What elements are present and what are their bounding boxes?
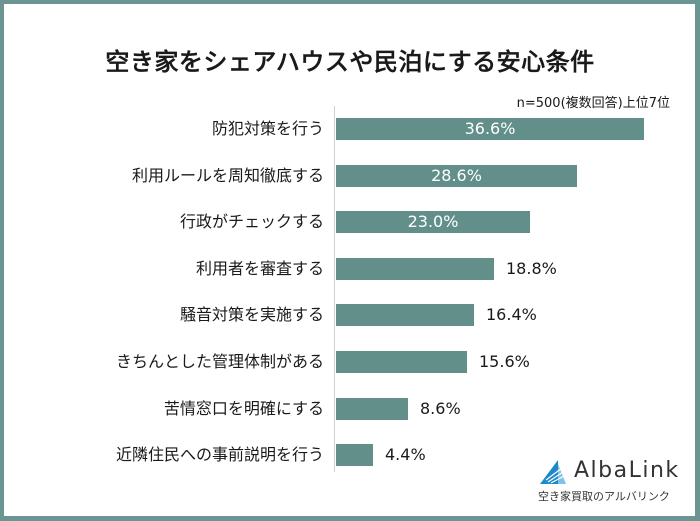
- value-label: 16.4%: [486, 305, 537, 324]
- category-label: 近隣住民への事前説明を行う: [115, 445, 324, 464]
- category-label: 利用ルールを周知徹底する: [131, 166, 324, 185]
- sample-note: n=500(複数回答)上位7位: [516, 96, 670, 111]
- bar: 36.6%: [336, 118, 644, 140]
- category-label: きちんとした管理体制がある: [115, 352, 324, 371]
- value-label: 18.8%: [506, 259, 557, 278]
- category-label: 利用者を審査する: [195, 259, 324, 278]
- category-label: 騒音対策を実施する: [179, 305, 324, 324]
- value-label: 15.6%: [479, 352, 530, 371]
- category-axis-line: [334, 106, 335, 472]
- bar: [336, 398, 408, 420]
- bar: [336, 351, 467, 373]
- category-label: 防犯対策を行う: [211, 119, 324, 138]
- chart-title: 空き家をシェアハウスや民泊にする安心条件: [105, 48, 595, 76]
- value-label: 4.4%: [385, 445, 426, 464]
- value-label: 23.0%: [407, 212, 459, 231]
- category-label: 行政がチェックする: [179, 212, 324, 231]
- value-label: 36.6%: [464, 119, 516, 138]
- albalink-mountain-icon: [540, 460, 566, 484]
- albalink-logo: AlbaLink 空き家買取のアルバリンク: [538, 458, 678, 508]
- value-label: 28.6%: [431, 166, 482, 185]
- bar: 28.6%: [336, 165, 577, 187]
- logo-wordmark: AlbaLink: [574, 458, 680, 483]
- bar: [336, 304, 474, 326]
- category-label: 苦情窓口を明確にする: [163, 399, 324, 418]
- logo-tagline: 空き家買取のアルバリンク: [538, 490, 670, 503]
- bar: [336, 258, 494, 280]
- bar: [336, 444, 373, 466]
- value-label: 8.6%: [420, 399, 461, 418]
- bar: 23.0%: [336, 211, 530, 233]
